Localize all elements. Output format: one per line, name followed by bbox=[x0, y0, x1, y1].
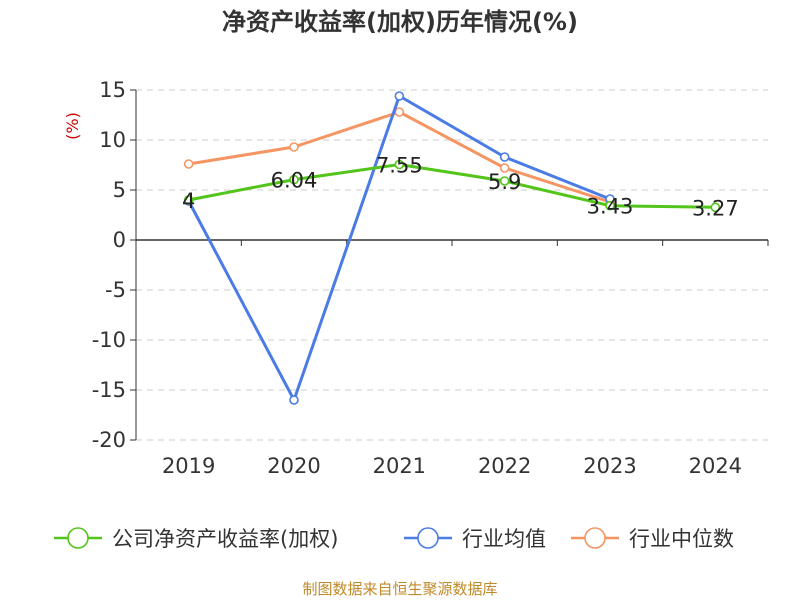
data-point-series-0 bbox=[183, 195, 194, 205]
legend-label: 行业均值 bbox=[462, 527, 546, 551]
data-point-series-1 bbox=[499, 152, 510, 162]
x-tick-label: 2019 bbox=[162, 454, 215, 478]
data-point-series-1 bbox=[289, 395, 299, 405]
chart-title: 净资产收益率(加权)历年情况(%) bbox=[222, 8, 578, 36]
data-point-series-2 bbox=[183, 159, 194, 169]
y-tick-label: -20 bbox=[92, 428, 126, 452]
y-axis-label: (%) bbox=[63, 112, 82, 140]
data-label: 4 bbox=[182, 189, 195, 213]
x-tick-label: 2021 bbox=[373, 454, 426, 478]
data-label: 3.27 bbox=[692, 196, 739, 220]
y-tick-label: -5 bbox=[105, 278, 126, 302]
data-point-series-2 bbox=[394, 107, 405, 117]
data-point-series-2 bbox=[289, 142, 299, 152]
y-tick-label: 0 bbox=[113, 228, 126, 252]
x-tick-label: 2022 bbox=[478, 454, 531, 478]
y-tick-label: 10 bbox=[99, 128, 126, 152]
data-point-series-0 bbox=[710, 202, 721, 213]
grid-layer bbox=[136, 89, 768, 441]
series-line-1 bbox=[187, 94, 612, 402]
legend: 公司净资产收益率(加权) 行业均值 行业中位数 bbox=[54, 527, 734, 551]
data-point-series-0 bbox=[394, 159, 405, 170]
x-tick-label: 2020 bbox=[267, 454, 320, 478]
y-tick-label: 5 bbox=[113, 178, 126, 202]
data-label: 3.43 bbox=[587, 195, 634, 219]
data-point-series-0 bbox=[289, 174, 299, 185]
legend-item-2: 行业中位数 bbox=[571, 527, 734, 551]
series-line-0 bbox=[187, 163, 717, 209]
y-tick-label: -10 bbox=[92, 328, 126, 352]
data-label: 7.55 bbox=[376, 154, 423, 178]
legend-label: 公司净资产收益率(加权) bbox=[112, 527, 338, 551]
data-point-series-0 bbox=[605, 200, 615, 211]
source-note: 制图数据来自恒生聚源数据库 bbox=[302, 580, 497, 598]
data-point-series-1 bbox=[394, 91, 405, 101]
axis-layer: 15 10 5 0 -5 -10 -15 -20 2019 2020 2021 2022 2023 202… bbox=[92, 78, 769, 478]
series-layer bbox=[183, 91, 721, 405]
legend-marker bbox=[417, 527, 439, 549]
data-point-series-0 bbox=[499, 176, 510, 186]
legend-marker bbox=[67, 527, 89, 549]
legend-item-1: 行业均值 bbox=[404, 527, 546, 551]
data-label: 6.04 bbox=[271, 169, 318, 193]
x-tick-label: 2023 bbox=[583, 454, 636, 478]
y-tick-label: -15 bbox=[92, 378, 126, 402]
data-label: 5.9 bbox=[488, 170, 521, 194]
x-tick-label: 2024 bbox=[689, 454, 742, 478]
legend-item-0: 公司净资产收益率(加权) bbox=[54, 527, 338, 551]
legend-marker bbox=[584, 527, 606, 549]
legend-label: 行业中位数 bbox=[629, 527, 734, 551]
data-point-series-2 bbox=[499, 163, 510, 173]
data-label-layer: 4 6.04 7.55 5.9 3.43 3.27 bbox=[182, 154, 739, 221]
y-tick-label: 15 bbox=[99, 78, 126, 102]
